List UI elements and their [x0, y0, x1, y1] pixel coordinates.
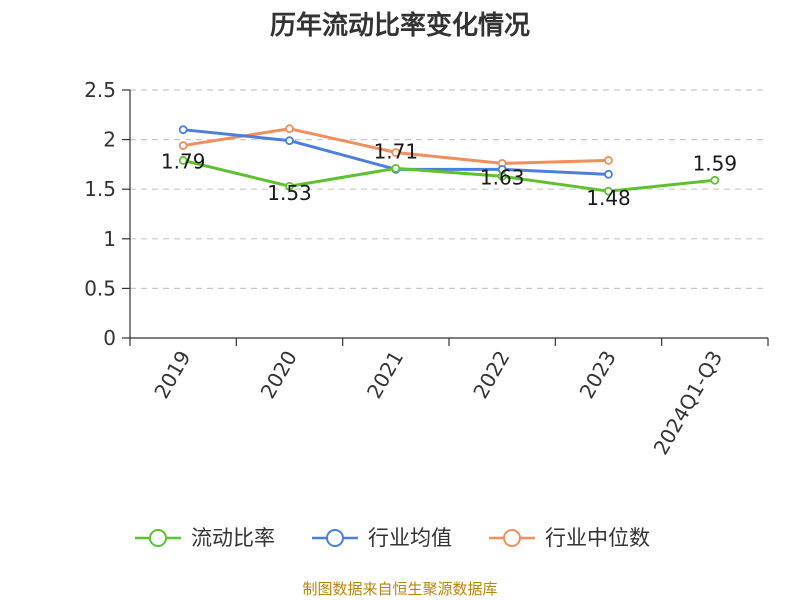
data-point — [178, 125, 188, 135]
x-tick-label: 2021 — [362, 347, 408, 403]
data-point — [178, 141, 188, 150]
x-tick-label: 2024Q1-Q3 — [648, 347, 727, 459]
data-point — [604, 156, 613, 165]
y-tick-label: 1.5 — [84, 177, 116, 201]
series-line — [182, 158, 715, 193]
legend: 流动比率 行业均值 行业中位数 — [135, 526, 650, 550]
data-label: 1.59 — [693, 151, 738, 175]
legend-swatch-marker — [503, 529, 521, 547]
x-tick-label: 2022 — [468, 346, 514, 402]
data-label: 1.71 — [374, 139, 419, 163]
data-point — [604, 169, 613, 179]
source-note: 制图数据来自恒生聚源数据库 — [302, 580, 497, 598]
data-point — [285, 124, 294, 134]
data-label: 1.48 — [586, 186, 631, 210]
series-layer — [178, 124, 720, 196]
y-tick-label: 0.5 — [84, 276, 116, 300]
legend-swatch-marker — [326, 529, 344, 547]
legend-label: 行业均值 — [368, 526, 452, 550]
data-point — [604, 186, 613, 196]
data-point — [710, 175, 720, 185]
data-point — [391, 163, 401, 173]
y-tick-label: 1 — [103, 227, 116, 251]
x-tick-label: 2023 — [575, 347, 621, 403]
y-tick-label: 2 — [103, 128, 116, 152]
data-label-layer: 1.79 1.53 1.71 1.63 1.48 1.59 — [161, 139, 737, 210]
legend-swatch-marker — [149, 529, 167, 547]
axis-layer: 0 0.5 1 1.5 2 2.5 2019 2020 2021 2022 2023 2024Q1-Q… — [84, 78, 769, 459]
data-point — [178, 156, 188, 165]
data-label: 1.79 — [161, 149, 206, 173]
y-tick-label: 2.5 — [84, 78, 116, 102]
data-label: 1.53 — [267, 181, 312, 205]
chart-title: 历年流动比率变化情况 — [270, 10, 530, 41]
data-point — [497, 171, 507, 181]
data-label: 1.63 — [480, 165, 525, 189]
grid-layer — [130, 89, 768, 289]
y-tick-label: 0 — [103, 326, 116, 350]
data-point — [391, 148, 401, 157]
x-tick-label: 2019 — [149, 347, 195, 403]
x-tick-label: 2020 — [256, 347, 302, 403]
data-point — [285, 181, 294, 191]
data-point — [285, 136, 294, 145]
legend-label: 行业中位数 — [545, 526, 650, 550]
legend-label: 流动比率 — [191, 526, 275, 550]
